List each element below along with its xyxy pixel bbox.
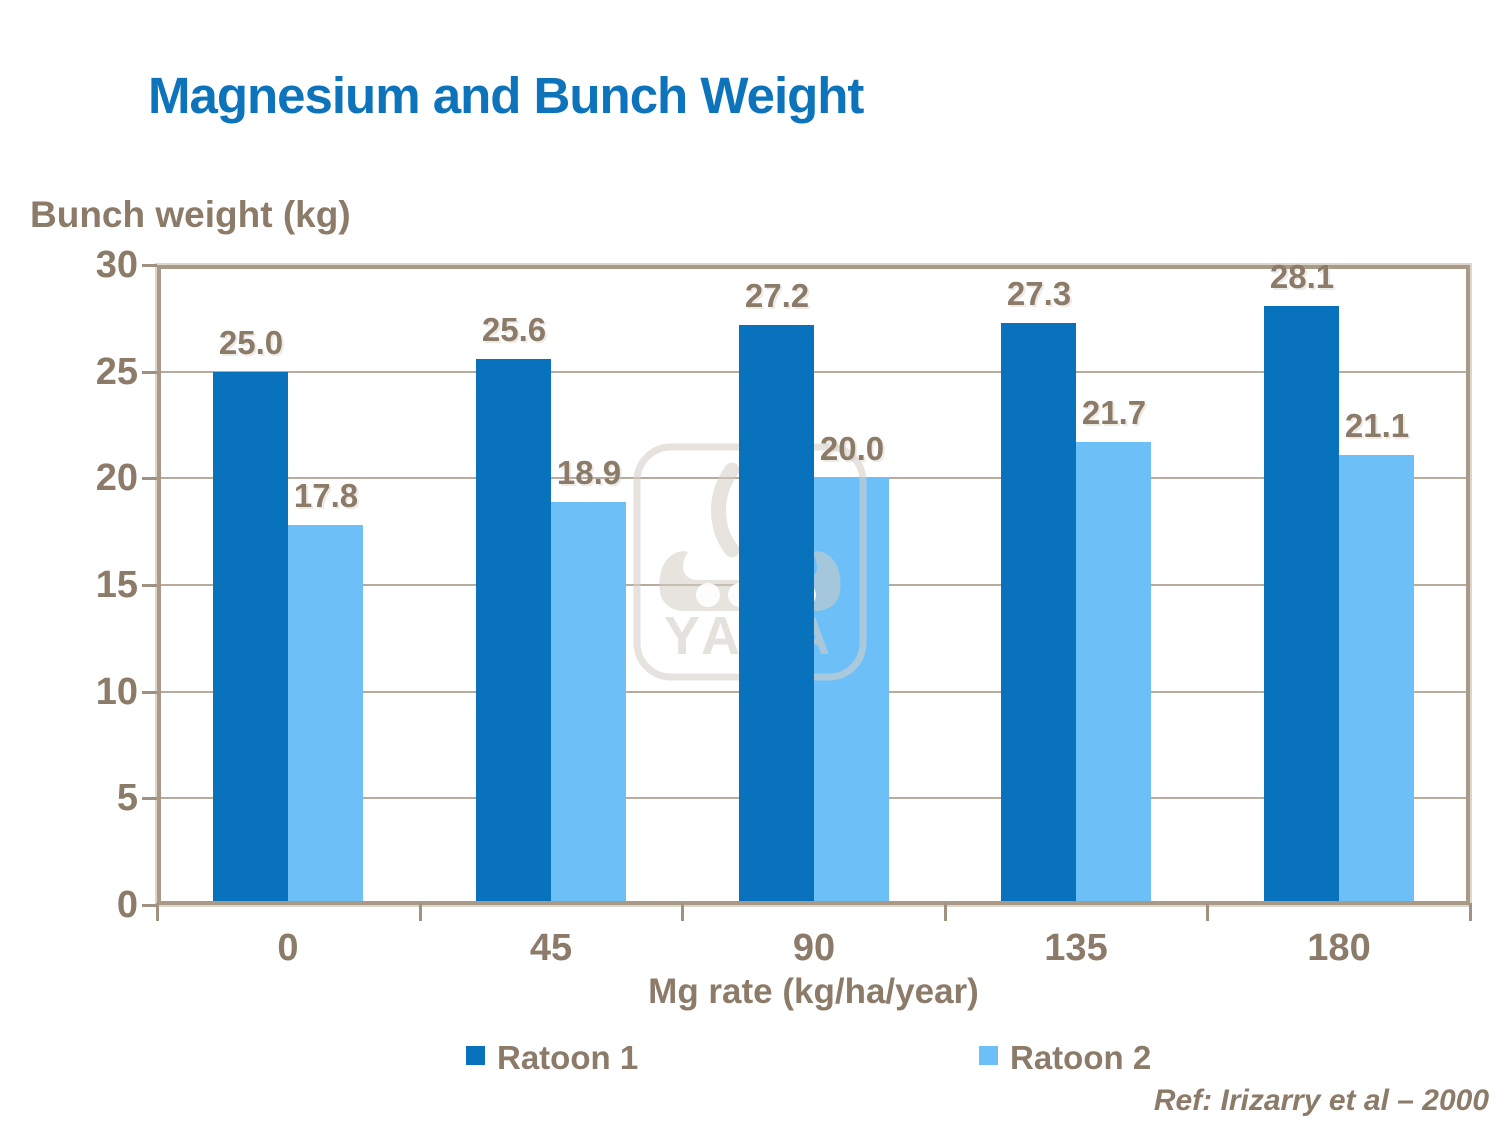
bar-ratoon1-45 — [476, 359, 551, 901]
x-tick-label-90: 90 — [792, 927, 836, 969]
legend-label-ratoon1: Ratoon 1 — [497, 1039, 639, 1076]
y-axis-tick-30 — [142, 264, 157, 267]
bar-ratoon2-0 — [288, 525, 363, 901]
y-tick-label-10: 10 — [95, 671, 138, 713]
x-tick-label-45: 45 — [529, 927, 573, 969]
value-label-ratoon2-180: 21.1 — [1344, 407, 1410, 444]
value-label-ratoon1-90: 27.2 — [744, 277, 810, 314]
x-axis-title: Mg rate (kg/ha/year) — [648, 972, 979, 1011]
y-tick-label-25: 25 — [95, 351, 138, 393]
value-label-ratoon2-0: 17.8 — [293, 477, 359, 514]
value-label-ratoon1-180: 28.1 — [1269, 258, 1335, 295]
y-tick-label-5: 5 — [116, 777, 138, 819]
bar-ratoon2-90 — [814, 478, 889, 901]
bar-ratoon2-180 — [1339, 455, 1414, 901]
y-axis-tick-25 — [142, 371, 157, 374]
bar-ratoon1-180 — [1264, 306, 1339, 901]
y-axis-title: Bunch weight (kg) — [30, 194, 351, 235]
x-axis-tick-1 — [419, 903, 422, 921]
y-axis-tick-20 — [142, 477, 157, 480]
bar-ratoon2-45 — [551, 502, 626, 901]
legend-swatch-ratoon2 — [979, 1046, 998, 1065]
value-label-ratoon1-45: 25.6 — [481, 311, 547, 348]
y-axis-tick-0 — [142, 904, 157, 907]
bar-ratoon1-0 — [213, 372, 288, 901]
bar-ratoon1-135 — [1001, 323, 1076, 901]
legend-swatch-ratoon1 — [466, 1046, 485, 1065]
value-label-ratoon2-135: 21.7 — [1081, 394, 1147, 431]
y-axis-tick-15 — [142, 584, 157, 587]
x-tick-label-0: 0 — [277, 927, 299, 969]
bar-ratoon1-90 — [739, 325, 814, 901]
x-axis-tick-0 — [156, 903, 159, 921]
value-label-ratoon1-0: 25.0 — [218, 324, 284, 361]
y-tick-label-30: 30 — [95, 244, 138, 286]
bar-ratoon2-135 — [1076, 442, 1151, 901]
x-tick-label-135: 135 — [1044, 927, 1108, 969]
x-tick-label-180: 180 — [1307, 927, 1371, 969]
x-axis-tick-2 — [681, 903, 684, 921]
y-axis-tick-5 — [142, 797, 157, 800]
value-label-ratoon1-135: 27.3 — [1006, 275, 1072, 312]
y-tick-label-15: 15 — [95, 564, 138, 606]
value-label-ratoon2-45: 18.9 — [556, 454, 622, 491]
reference-citation: Ref: Irizarry et al – 2000 — [1153, 1084, 1489, 1117]
x-axis-tick-5 — [1469, 903, 1472, 921]
slide-title: Magnesium and Bunch Weight — [148, 67, 864, 124]
y-tick-label-0: 0 — [116, 884, 138, 926]
y-axis-tick-10 — [142, 691, 157, 694]
x-axis-tick-4 — [1206, 903, 1209, 921]
legend-label-ratoon2: Ratoon 2 — [1010, 1039, 1152, 1076]
x-axis-tick-3 — [944, 903, 947, 921]
value-label-ratoon2-90: 20.0 — [819, 430, 885, 467]
y-tick-label-20: 20 — [95, 457, 138, 499]
